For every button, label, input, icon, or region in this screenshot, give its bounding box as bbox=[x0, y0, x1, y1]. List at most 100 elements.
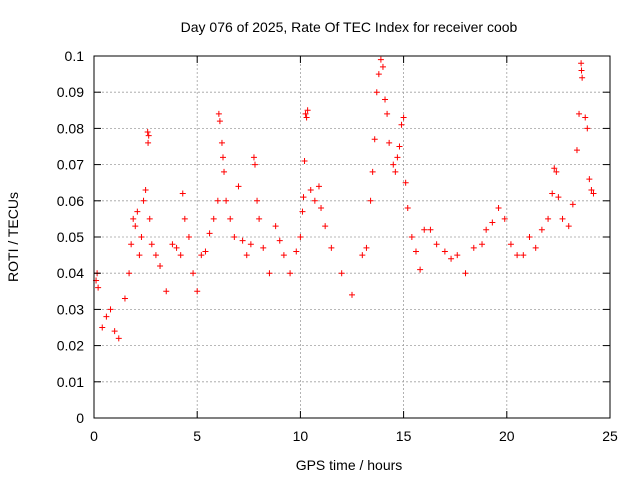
data-point bbox=[377, 56, 384, 63]
data-point bbox=[297, 234, 304, 240]
data-point bbox=[501, 215, 508, 222]
data-point bbox=[276, 237, 283, 244]
data-point bbox=[157, 262, 164, 269]
y-tick-label: 0.03 bbox=[57, 301, 84, 317]
y-tick-label: 0.01 bbox=[57, 374, 84, 390]
data-point bbox=[386, 139, 393, 146]
x-tick-label: 20 bbox=[499, 428, 515, 444]
data-point bbox=[433, 241, 440, 248]
x-axis-label: GPS time / hours bbox=[296, 457, 403, 473]
data-point bbox=[363, 244, 370, 251]
data-point bbox=[148, 241, 155, 248]
data-point bbox=[392, 168, 399, 175]
data-point bbox=[163, 288, 170, 295]
data-point bbox=[576, 110, 583, 117]
data-point bbox=[349, 291, 355, 298]
data-point bbox=[507, 241, 514, 248]
data-points bbox=[93, 56, 597, 342]
data-point bbox=[441, 248, 448, 255]
x-tick-label: 25 bbox=[602, 428, 618, 444]
y-tick-label: 0.06 bbox=[57, 193, 84, 209]
data-point bbox=[367, 197, 374, 204]
data-point bbox=[479, 241, 486, 248]
data-point bbox=[579, 74, 586, 81]
data-point bbox=[371, 136, 378, 143]
data-point bbox=[266, 270, 273, 277]
data-point bbox=[384, 110, 391, 117]
data-point bbox=[134, 208, 141, 215]
data-point bbox=[369, 168, 376, 175]
data-point bbox=[549, 190, 556, 197]
data-point bbox=[214, 197, 221, 204]
axis-ticks bbox=[93, 55, 611, 419]
data-point bbox=[304, 107, 311, 114]
y-tick-label: 0 bbox=[76, 410, 84, 426]
data-point bbox=[227, 215, 234, 222]
data-point bbox=[417, 266, 424, 273]
data-point bbox=[190, 270, 197, 277]
data-point bbox=[194, 288, 201, 295]
data-point bbox=[315, 183, 322, 190]
data-point bbox=[210, 215, 217, 222]
data-point bbox=[103, 313, 110, 320]
data-point bbox=[412, 248, 419, 255]
data-point bbox=[382, 96, 389, 103]
data-point bbox=[328, 244, 335, 251]
data-point bbox=[559, 215, 566, 222]
data-point bbox=[145, 132, 152, 139]
x-tick-label: 10 bbox=[293, 428, 309, 444]
data-point bbox=[421, 226, 428, 233]
data-point bbox=[359, 252, 366, 259]
data-point bbox=[220, 154, 226, 161]
data-point bbox=[202, 248, 209, 255]
data-point bbox=[221, 168, 228, 175]
data-point bbox=[121, 295, 128, 302]
data-point bbox=[584, 125, 591, 132]
data-point bbox=[138, 234, 145, 240]
data-point bbox=[400, 114, 407, 121]
data-point bbox=[243, 252, 250, 259]
data-point bbox=[280, 252, 287, 259]
data-point bbox=[111, 328, 118, 335]
data-point bbox=[300, 194, 307, 201]
data-point bbox=[130, 215, 137, 222]
data-point bbox=[302, 110, 309, 117]
data-point bbox=[408, 234, 415, 240]
data-point bbox=[338, 270, 345, 277]
y-axis-label: ROTI / TECUs bbox=[5, 192, 21, 282]
data-point bbox=[520, 252, 527, 259]
data-point bbox=[250, 154, 257, 161]
data-point bbox=[128, 241, 135, 248]
data-point bbox=[140, 197, 147, 204]
x-tick-labels: 0 5 10 15 20 25 bbox=[90, 428, 618, 444]
data-point bbox=[260, 244, 267, 251]
data-point bbox=[235, 183, 242, 190]
data-point bbox=[251, 161, 258, 168]
data-point bbox=[218, 139, 225, 146]
data-point bbox=[185, 234, 192, 240]
data-point bbox=[215, 110, 222, 117]
grid-lines bbox=[94, 56, 610, 418]
data-point bbox=[152, 252, 159, 259]
data-point bbox=[311, 197, 318, 204]
data-point bbox=[173, 244, 180, 251]
data-point bbox=[126, 270, 133, 277]
data-point bbox=[573, 147, 580, 154]
y-tick-label: 0.04 bbox=[57, 265, 84, 281]
data-point bbox=[578, 60, 585, 67]
data-point bbox=[223, 197, 230, 204]
data-point bbox=[532, 244, 539, 251]
data-point bbox=[132, 223, 139, 230]
data-point bbox=[483, 226, 490, 233]
data-point bbox=[254, 197, 261, 204]
data-point bbox=[169, 241, 176, 248]
data-point bbox=[216, 118, 223, 125]
y-tick-label: 0.09 bbox=[57, 84, 84, 100]
data-point bbox=[569, 201, 576, 208]
data-point bbox=[526, 234, 533, 240]
data-point bbox=[198, 252, 205, 259]
data-point bbox=[318, 205, 325, 212]
data-point bbox=[586, 176, 593, 183]
data-point bbox=[375, 71, 382, 78]
data-point bbox=[551, 165, 558, 172]
